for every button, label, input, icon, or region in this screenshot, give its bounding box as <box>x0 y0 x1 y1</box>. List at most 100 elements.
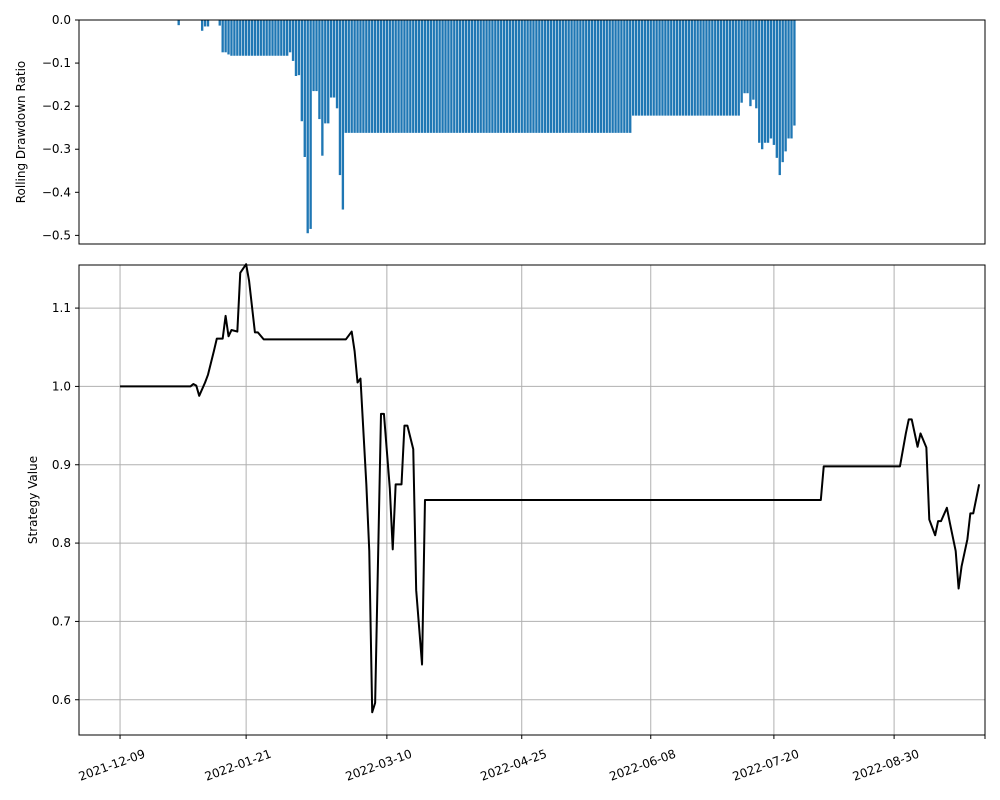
drawdown-bar <box>494 20 497 133</box>
drawdown-bar <box>456 20 459 133</box>
drawdown-bar <box>253 20 257 56</box>
drawdown-bar <box>318 20 321 120</box>
value-y-tick-label: 0.9 <box>52 458 71 472</box>
drawdown-bar <box>717 20 720 116</box>
drawdown-bar <box>508 20 512 133</box>
drawdown-bar <box>699 20 702 116</box>
drawdown-bar <box>755 20 758 109</box>
drawdown-bar <box>467 20 471 133</box>
drawdown-bar <box>473 20 476 133</box>
drawdown-bar <box>239 20 242 56</box>
drawdown-bar <box>743 20 746 94</box>
drawdown-y-tick-label: −0.4 <box>42 185 71 199</box>
drawdown-bar <box>766 20 770 143</box>
drawdown-bar <box>242 20 245 56</box>
drawdown-bar <box>749 20 752 107</box>
drawdown-bar <box>561 20 564 133</box>
drawdown-bar <box>233 20 236 56</box>
drawdown-bar <box>306 20 309 234</box>
drawdown-bar <box>447 20 450 133</box>
drawdown-bar <box>520 20 523 133</box>
drawdown-bar <box>696 20 699 116</box>
drawdown-bar <box>300 20 304 122</box>
drawdown-bar <box>596 20 600 133</box>
drawdown-bar <box>250 20 254 56</box>
drawdown-bar <box>784 20 787 152</box>
drawdown-bar <box>714 20 717 116</box>
drawdown-bar <box>526 20 529 133</box>
drawdown-bar <box>769 20 773 139</box>
drawdown-bar <box>678 20 682 116</box>
drawdown-bar <box>391 20 394 133</box>
drawdown-axes-frame <box>78 19 986 245</box>
value-grid <box>79 265 986 735</box>
drawdown-bar <box>599 20 603 133</box>
value-y-tick-label: 1.0 <box>52 379 71 393</box>
drawdown-y-tick-label: 0.0 <box>52 13 71 27</box>
drawdown-bar <box>582 20 585 133</box>
drawdown-bar <box>297 20 301 76</box>
drawdown-bar <box>781 20 784 163</box>
drawdown-bar <box>368 20 371 133</box>
drawdown-bar <box>667 20 670 116</box>
drawdown-bar <box>649 20 652 116</box>
drawdown-bar <box>221 20 224 53</box>
drawdown-bar <box>602 20 606 133</box>
drawdown-bar <box>444 20 447 133</box>
drawdown-bar <box>690 20 693 116</box>
drawdown-bar <box>719 20 723 116</box>
drawdown-bar <box>532 20 535 133</box>
drawdown-bar <box>629 20 632 133</box>
drawdown-bar <box>365 20 368 133</box>
drawdown-bar <box>479 20 482 133</box>
drawdown-bar <box>558 20 562 133</box>
drawdown-bar <box>708 20 711 116</box>
drawdown-bar <box>321 20 324 156</box>
drawdown-bar <box>271 20 274 56</box>
drawdown-bar <box>772 20 776 145</box>
drawdown-bar <box>356 20 359 133</box>
drawdown-bar <box>497 20 500 133</box>
drawdown-bar <box>244 20 248 56</box>
drawdown-bar <box>711 20 714 116</box>
drawdown-bar <box>585 20 588 133</box>
drawdown-bar <box>453 20 456 133</box>
drawdown-bar <box>740 20 743 103</box>
drawdown-bar <box>335 20 339 109</box>
drawdown-bar <box>684 20 688 116</box>
drawdown-bar <box>552 20 556 133</box>
drawdown-bar <box>403 20 406 133</box>
drawdown-bar <box>608 20 611 133</box>
value-axes-frame <box>78 264 986 736</box>
drawdown-bar <box>546 20 550 133</box>
drawdown-bar <box>643 20 647 116</box>
drawdown-bar <box>673 20 676 116</box>
drawdown-bar <box>432 20 435 133</box>
drawdown-bar <box>476 20 479 133</box>
drawdown-bar <box>362 20 365 133</box>
drawdown-bar <box>793 20 796 126</box>
drawdown-bar <box>324 20 327 124</box>
drawdown-bar <box>576 20 579 133</box>
drawdown-bar <box>464 20 468 133</box>
drawdown-bar <box>737 20 740 116</box>
drawdown-bar <box>303 20 306 157</box>
drawdown-bar <box>790 20 793 139</box>
drawdown-bar <box>394 20 397 133</box>
drawdown-bar <box>327 20 330 124</box>
drawdown-bar <box>461 20 465 133</box>
drawdown-y-tick-label: −0.3 <box>42 142 71 156</box>
drawdown-bar <box>400 20 403 133</box>
drawdown-bar <box>725 20 729 116</box>
drawdown-bar <box>397 20 400 133</box>
drawdown-bar <box>350 20 353 133</box>
drawdown-bar <box>491 20 494 133</box>
drawdown-bar <box>373 20 377 133</box>
drawdown-bar <box>329 20 333 98</box>
value-y-axis-label: Strategy Value <box>26 456 40 544</box>
drawdown-bar <box>382 20 386 133</box>
drawdown-bar <box>579 20 582 133</box>
drawdown-bar <box>470 20 474 133</box>
drawdown-bar <box>728 20 732 116</box>
